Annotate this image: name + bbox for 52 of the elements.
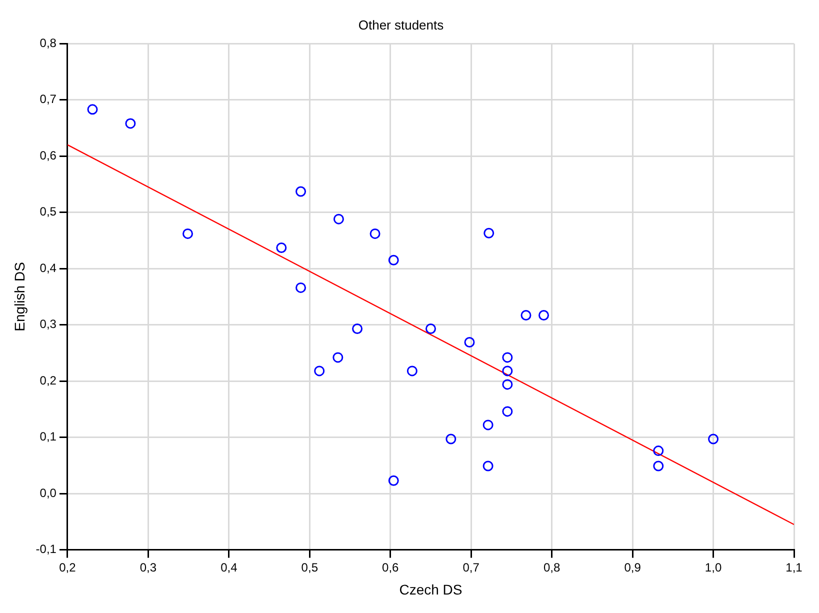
point	[502, 366, 513, 376]
y-tick-label: 0,4	[40, 260, 57, 275]
chart-title: Other students	[358, 17, 444, 32]
point	[314, 366, 325, 376]
point	[296, 186, 306, 197]
x-tick-label: 0,5	[301, 560, 318, 574]
y-tick-label: 0,0	[40, 486, 57, 500]
point	[502, 406, 513, 417]
y-tick-label: -0,1	[36, 542, 57, 556]
point	[653, 446, 664, 456]
y-tick-label: 0,7	[40, 92, 57, 106]
x-tick-label: 1,1	[786, 560, 803, 574]
point	[332, 352, 344, 363]
point	[352, 324, 363, 334]
point	[388, 475, 399, 486]
point	[464, 337, 475, 348]
x-tick-label: 0,7	[462, 560, 480, 574]
point	[87, 104, 98, 115]
y-tick-label: 0,6	[40, 148, 57, 162]
x-tick-label: 0,6	[382, 560, 400, 574]
point	[520, 310, 532, 321]
point	[482, 420, 494, 430]
point	[125, 118, 136, 129]
x-tick-label: 0,4	[220, 560, 238, 574]
point	[708, 434, 719, 444]
point	[276, 242, 287, 254]
y-axis-title: English DS	[11, 262, 28, 332]
y-tick-label: 0,3	[40, 317, 57, 332]
point	[446, 434, 456, 444]
x-tick-label: 0,3	[140, 560, 157, 574]
y-tick-label: 0,5	[40, 204, 57, 219]
point	[502, 352, 513, 363]
x-axis-title: Czech DS	[399, 581, 462, 598]
point	[425, 324, 436, 334]
point	[370, 228, 380, 239]
y-tick-label: 0,2	[40, 373, 57, 388]
y-tick-label: 0,8	[40, 36, 57, 50]
point	[388, 254, 399, 266]
point	[538, 310, 550, 321]
point	[406, 366, 418, 376]
x-tick-label: 1,0	[704, 560, 722, 574]
point	[502, 379, 513, 390]
x-tick-label: 0,8	[543, 560, 560, 574]
point	[653, 460, 664, 472]
y-tick-label: 0,1	[40, 430, 57, 444]
x-tick-label: 0,2	[59, 560, 76, 574]
point	[182, 228, 194, 239]
x-tick-label: 0,9	[624, 560, 642, 574]
point	[484, 228, 494, 238]
point	[482, 460, 494, 472]
point	[296, 282, 306, 293]
point	[333, 214, 344, 224]
